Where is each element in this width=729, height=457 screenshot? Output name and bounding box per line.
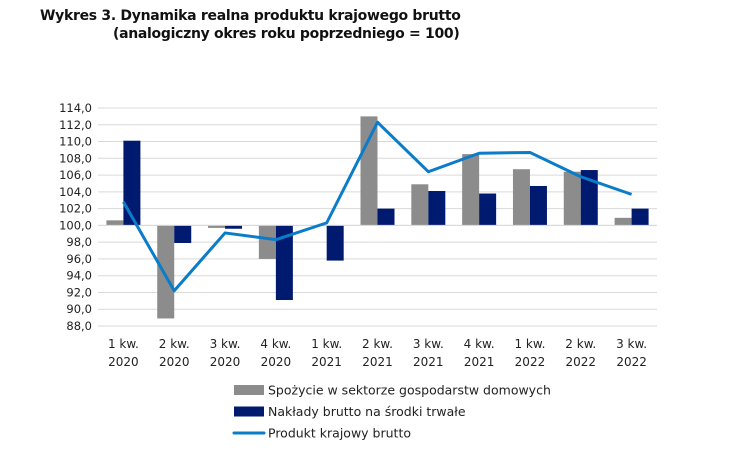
y-tick-label: 106,0	[59, 168, 92, 182]
y-tick-label: 90,0	[66, 302, 92, 316]
y-tick-label: 96,0	[66, 252, 92, 266]
x-tick-label: 3 kw.	[413, 337, 444, 351]
bar-investment	[428, 191, 446, 226]
legend-label: Nakłady brutto na środki trwałe	[268, 404, 466, 419]
bar-consumption	[512, 169, 530, 226]
x-tick-label: 1 kw.	[514, 337, 545, 351]
bar-consumption	[563, 171, 581, 226]
bar-investment	[326, 225, 344, 261]
x-tick-label: 1 kw.	[311, 337, 342, 351]
x-tick-label: 2020	[210, 355, 241, 369]
bar-consumption	[411, 184, 429, 226]
bar-investment	[479, 193, 497, 226]
legend-swatch	[234, 406, 264, 417]
bar-consumption	[360, 116, 378, 226]
bar-investment	[529, 185, 547, 226]
bar-investment	[631, 208, 649, 226]
y-tick-label: 112,0	[59, 118, 92, 132]
bar-investment	[377, 208, 395, 226]
bar-investment	[580, 170, 598, 226]
y-tick-label: 110,0	[59, 135, 92, 149]
y-tick-label: 88,0	[66, 319, 92, 333]
legend-swatch	[234, 385, 264, 395]
y-tick-label: 98,0	[66, 235, 92, 249]
x-tick-label: 2021	[311, 355, 342, 369]
x-tick-label: 2022	[515, 355, 546, 369]
bar-consumption	[462, 154, 480, 226]
x-tick-label: 2 kw.	[362, 337, 393, 351]
bar-investment	[225, 225, 243, 229]
x-tick-label: 2022	[565, 355, 596, 369]
bar-consumption	[157, 225, 175, 319]
x-tick-label: 2021	[362, 355, 393, 369]
x-tick-label: 2022	[616, 355, 647, 369]
bar-consumption	[208, 225, 226, 228]
y-tick-label: 108,0	[59, 151, 92, 165]
chart-subtitle: (analogiczny okres roku poprzedniego = 1…	[113, 26, 460, 42]
y-tick-label: 102,0	[59, 202, 92, 216]
y-tick-label: 100,0	[59, 218, 92, 232]
bar-investment	[123, 140, 141, 226]
x-tick-label: 2020	[108, 355, 139, 369]
x-tick-label: 2 kw.	[565, 337, 596, 351]
x-tick-label: 3 kw.	[210, 337, 241, 351]
y-tick-label: 92,0	[66, 285, 92, 299]
x-tick-label: 2020	[261, 355, 292, 369]
x-tick-label: 2020	[159, 355, 190, 369]
bar-investment	[174, 225, 192, 243]
x-tick-label: 2 kw.	[159, 337, 190, 351]
y-tick-label: 114,0	[59, 101, 92, 115]
y-tick-label: 94,0	[66, 269, 92, 283]
x-tick-label: 4 kw.	[464, 337, 495, 351]
x-tick-label: 4 kw.	[260, 337, 291, 351]
bar-consumption	[258, 225, 276, 259]
bar-consumption	[106, 220, 124, 226]
x-tick-label: 3 kw.	[616, 337, 647, 351]
bar-investment	[275, 225, 293, 301]
x-tick-label: 2021	[464, 355, 495, 369]
chart-title: Wykres 3. Dynamika realna produktu krajo…	[40, 8, 461, 24]
bar-consumption	[614, 217, 632, 226]
y-tick-label: 104,0	[59, 185, 92, 199]
x-tick-label: 2021	[413, 355, 444, 369]
legend-label: Produkt krajowy brutto	[268, 426, 411, 441]
legend-label: Spożycie w sektorze gospodarstw domowych	[268, 383, 551, 398]
x-tick-label: 1 kw.	[108, 337, 139, 351]
